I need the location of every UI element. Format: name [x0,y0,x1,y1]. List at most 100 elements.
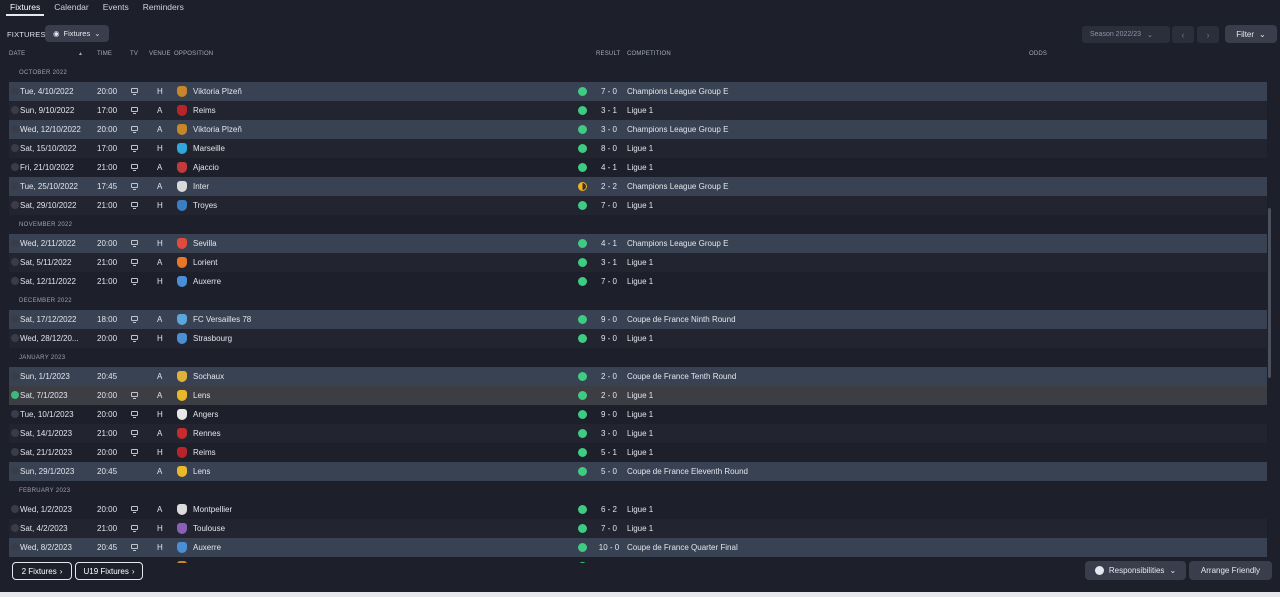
fixture-opposition[interactable]: Inter [193,182,210,191]
fixture-score[interactable]: 2 - 2 [600,182,617,191]
fixture-date[interactable]: Sat, 21/1/2023 [20,448,73,457]
fixture-opposition[interactable]: Auxerre [193,543,222,552]
fixture-competition[interactable]: Ligue 1 [627,277,654,286]
fixture-competition[interactable]: Ligue 1 [627,334,654,343]
fixture-date[interactable]: Sun, 9/10/2022 [20,106,75,115]
fixture-row[interactable]: Wed, 1/2/2023 20:00 A Montpellier 6 - 2 … [9,500,1267,519]
fixture-competition[interactable]: Champions League Group E [627,125,729,134]
fixture-date[interactable]: Sat, 15/10/2022 [20,144,77,153]
fixture-score[interactable]: 2 - 0 [600,391,617,400]
view-dropdown[interactable]: ◉ Fixtures ⌄ [45,25,109,42]
fixture-date[interactable]: Sat, 5/11/2022 [20,258,72,267]
fixture-competition[interactable]: Ligue 1 [627,524,654,533]
tab-calendar[interactable]: Calendar [54,2,89,12]
fixture-date[interactable]: Tue, 25/10/2022 [20,182,78,191]
fixture-opposition[interactable]: Rennes [193,429,221,438]
fixture-score[interactable]: 5 - 1 [600,448,617,457]
fixture-date[interactable]: Sat, 7/1/2023 [20,391,68,400]
fixture-competition[interactable]: Champions League Group E [627,182,729,191]
fixture-date[interactable]: Sat, 4/2/2023 [20,524,68,533]
fixture-opposition[interactable]: Strasbourg [193,334,233,343]
fixture-opposition[interactable]: Reims [193,106,216,115]
col-opposition[interactable]: OPPOSITION [174,51,214,57]
fixture-date[interactable]: Sat, 29/10/2022 [20,201,77,210]
fixture-row[interactable]: Sat, 12/11/2022 21:00 H Auxerre 7 - 0 Li… [9,272,1267,291]
tab-events[interactable]: Events [102,2,129,12]
fixture-score[interactable]: 6 - 2 [600,505,617,514]
col-tv[interactable]: TV [130,51,139,57]
fixture-competition[interactable]: Champions League Group E [627,239,729,248]
col-competition[interactable]: COMPETITION [627,51,671,57]
fixture-row[interactable]: Wed, 8/2/2023 20:45 H Auxerre 10 - 0 Cou… [9,538,1267,557]
fixture-score[interactable]: 2 - 0 [600,372,617,381]
fixture-row[interactable]: Sat, 14/1/2023 21:00 A Rennes 3 - 0 Ligu… [9,424,1267,443]
fixture-date[interactable]: Sat, 14/1/2023 [20,429,73,438]
fixture-opposition[interactable]: Toulouse [193,524,226,533]
fixture-competition[interactable]: Coupe de France Ninth Round [627,315,736,324]
fixture-opposition[interactable]: Montpellier [193,505,233,514]
fixture-row[interactable]: Sat, 5/11/2022 21:00 A Lorient 3 - 1 Lig… [9,253,1267,272]
fixture-row[interactable]: Wed, 12/10/2022 20:00 A Viktoria Plzeň 3… [9,120,1267,139]
fixture-score[interactable]: 9 - 0 [600,334,617,343]
fixture-score[interactable]: 7 - 0 [600,524,617,533]
fixture-opposition[interactable]: Sevilla [193,239,217,248]
fixture-score[interactable]: 3 - 0 [600,429,617,438]
filter-button[interactable]: Filter ⌄ [1225,25,1277,43]
fixture-competition[interactable]: Ligue 1 [627,201,654,210]
next-season-button[interactable]: › [1197,26,1219,43]
fixture-score[interactable]: 8 - 0 [600,144,617,153]
fixture-opposition[interactable]: Angers [193,410,219,419]
fixture-competition[interactable]: Ligue 1 [627,144,654,153]
fixture-opposition[interactable]: Viktoria Plzeň [193,125,242,134]
fixture-row[interactable]: Sat, 29/10/2022 21:00 H Troyes 7 - 0 Lig… [9,196,1267,215]
col-result[interactable]: RESULT [596,51,621,57]
fixture-date[interactable]: Wed, 28/12/20... [20,334,79,343]
fixture-row[interactable]: Sat, 15/10/2022 17:00 H Marseille 8 - 0 … [9,139,1267,158]
previous-season-button[interactable]: ‹ [1172,26,1194,43]
fixture-row[interactable]: Sat, 7/1/2023 20:00 A Lens 2 - 0 Ligue 1 [9,386,1267,405]
fixture-opposition[interactable]: Troyes [193,201,218,210]
fixture-opposition[interactable]: Reims [193,448,216,457]
fixture-date[interactable]: Wed, 2/11/2022 [20,239,76,248]
fixture-date[interactable]: Sun, 29/1/2023 [20,467,75,476]
fixture-opposition[interactable]: Viktoria Plzeň [193,87,242,96]
season-select[interactable]: Season 2022/23 ⌄ [1082,26,1170,43]
fixture-score[interactable]: 7 - 0 [600,87,617,96]
fixture-row[interactable]: Sun, 1/1/2023 20:45 A Sochaux 2 - 0 Coup… [9,367,1267,386]
fixture-opposition[interactable]: Marseille [193,144,226,153]
fixture-row[interactable]: Fri, 21/10/2022 21:00 A Ajaccio 4 - 1 Li… [9,158,1267,177]
fixture-date[interactable]: Wed, 1/2/2023 [20,505,72,514]
col-venue[interactable]: VENUE [149,51,171,57]
col-time[interactable]: TIME [97,51,113,57]
fixture-competition[interactable]: Coupe de France Eleventh Round [627,467,748,476]
col-date[interactable]: DATE [9,51,26,57]
fixture-date[interactable]: Fri, 21/10/2022 [20,163,74,172]
fixture-date[interactable]: Tue, 4/10/2022 [20,87,74,96]
fixture-score[interactable]: 3 - 0 [600,125,617,134]
fixture-row[interactable]: Tue, 25/10/2022 17:45 A Inter 2 - 2 Cham… [9,177,1267,196]
fixture-row[interactable]: Wed, 28/12/20... 20:00 H Strasbourg 9 - … [9,329,1267,348]
fixture-competition[interactable]: Ligue 1 [627,391,654,400]
tab-reminders[interactable]: Reminders [142,2,184,12]
fixture-score[interactable]: 10 - 0 [598,543,620,552]
fixture-row[interactable]: Tue, 4/10/2022 20:00 H Viktoria Plzeň 7 … [9,82,1267,101]
fixture-score[interactable]: 7 - 0 [600,201,617,210]
fixture-row[interactable] [9,557,1267,563]
fixture-date[interactable]: Sat, 17/12/2022 [20,315,77,324]
fixture-competition[interactable]: Champions League Group E [627,87,729,96]
fixture-competition[interactable]: Coupe de France Tenth Round [627,372,737,381]
scrollbar[interactable] [1268,208,1271,378]
fixture-score[interactable]: 7 - 0 [600,277,617,286]
u19-fixtures-button[interactable]: U19 Fixtures › [75,562,143,580]
fixture-score[interactable]: 3 - 1 [600,258,617,267]
fixtures-count-button[interactable]: 2 Fixtures › [12,562,72,580]
fixture-row[interactable]: Sun, 29/1/2023 20:45 A Lens 5 - 0 Coupe … [9,462,1267,481]
fixture-competition[interactable]: Ligue 1 [627,106,654,115]
fixture-opposition[interactable]: Lens [193,391,211,400]
fixture-competition[interactable]: Coupe de France Quarter Final [627,543,738,552]
fixture-score[interactable]: 9 - 0 [600,315,617,324]
fixture-competition[interactable]: Ligue 1 [627,163,654,172]
fixture-row[interactable]: Sat, 21/1/2023 20:00 H Reims 5 - 1 Ligue… [9,443,1267,462]
fixture-opposition[interactable]: FC Versailles 78 [193,315,252,324]
fixture-opposition[interactable]: Ajaccio [193,163,219,172]
